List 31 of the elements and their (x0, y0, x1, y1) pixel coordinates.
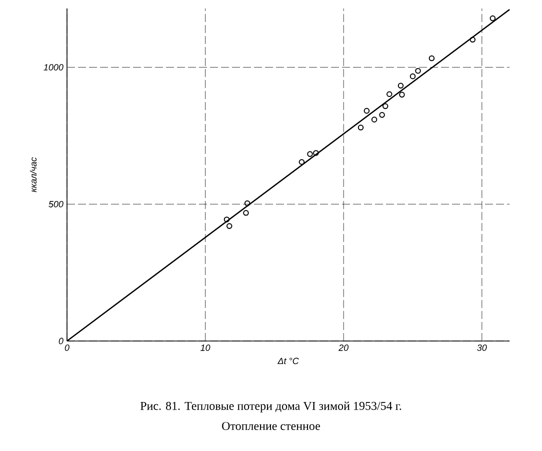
text: Отопление стенное (222, 422, 320, 430)
x-tick-label: 0 (64, 344, 70, 351)
point (428, 55, 435, 62)
x-axis-title: Δt °C (278, 358, 299, 364)
x-tick-label: 30 (477, 344, 487, 351)
point (399, 92, 405, 98)
y-tick-label: 1000 (44, 64, 64, 70)
y-tick-label: 0 (58, 338, 64, 344)
y-tick-label: 500 (48, 200, 64, 208)
point (470, 36, 476, 43)
point (307, 151, 313, 157)
text: Рис. 81. Тепловые потери дома VI зимой 1953/54 г. (140, 402, 402, 412)
point (490, 15, 496, 22)
point (386, 91, 392, 98)
point (410, 73, 416, 80)
point (379, 112, 385, 118)
point (244, 200, 250, 206)
point (358, 124, 364, 130)
point (415, 68, 421, 74)
point (224, 216, 230, 222)
x-tick-label: 20 (338, 344, 349, 351)
point (398, 82, 404, 89)
point (313, 150, 319, 156)
y-axis-title: ккал/час (30, 157, 37, 192)
x-tick-label: 10 (200, 344, 210, 351)
point (371, 116, 378, 122)
point (364, 108, 370, 114)
point (298, 159, 305, 165)
point (226, 223, 232, 229)
point (382, 103, 388, 110)
point (243, 210, 249, 216)
